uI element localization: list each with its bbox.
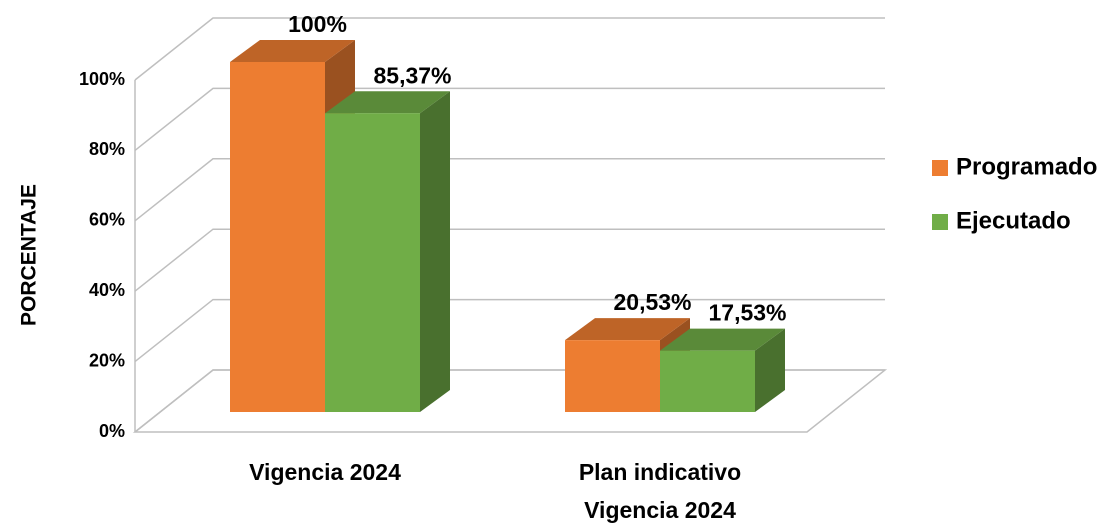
bar-top	[325, 91, 450, 114]
y-tick-label: 80%	[89, 139, 125, 159]
y-tick-label: 60%	[89, 210, 125, 230]
y-axis-title: PORCENTAJE	[18, 184, 41, 326]
grid-line	[134, 298, 885, 363]
legend-label: Programado	[956, 153, 1097, 180]
legend-swatch	[932, 160, 948, 176]
y-tick-label: 0%	[99, 421, 125, 441]
y-tick-label: 100%	[79, 69, 125, 89]
y-tick-label: 40%	[89, 280, 125, 300]
grid-line	[134, 158, 885, 222]
grid-line	[134, 17, 885, 81]
bar-top	[660, 328, 785, 351]
y-tick-label: 20%	[89, 350, 125, 370]
legend-label: Ejecutado	[956, 207, 1071, 234]
grid-line	[134, 228, 885, 292]
bar-top	[565, 318, 690, 341]
data-label: 20,53%	[613, 289, 691, 315]
bar-side	[420, 91, 450, 412]
bar	[660, 350, 755, 412]
bar	[230, 62, 325, 412]
x-tick-label: Plan indicativo Vigencia 2024	[578, 459, 742, 523]
bar-side	[755, 328, 785, 412]
bar	[565, 340, 660, 412]
x-tick-label: Vigencia 2024	[249, 459, 401, 485]
data-label: 85,37%	[373, 62, 451, 88]
data-label: 17,53%	[708, 300, 786, 326]
bar-top	[230, 40, 355, 62]
grid-line	[134, 87, 885, 151]
data-label: 100%	[288, 11, 347, 37]
bar	[325, 113, 420, 412]
legend-swatch	[932, 214, 948, 230]
